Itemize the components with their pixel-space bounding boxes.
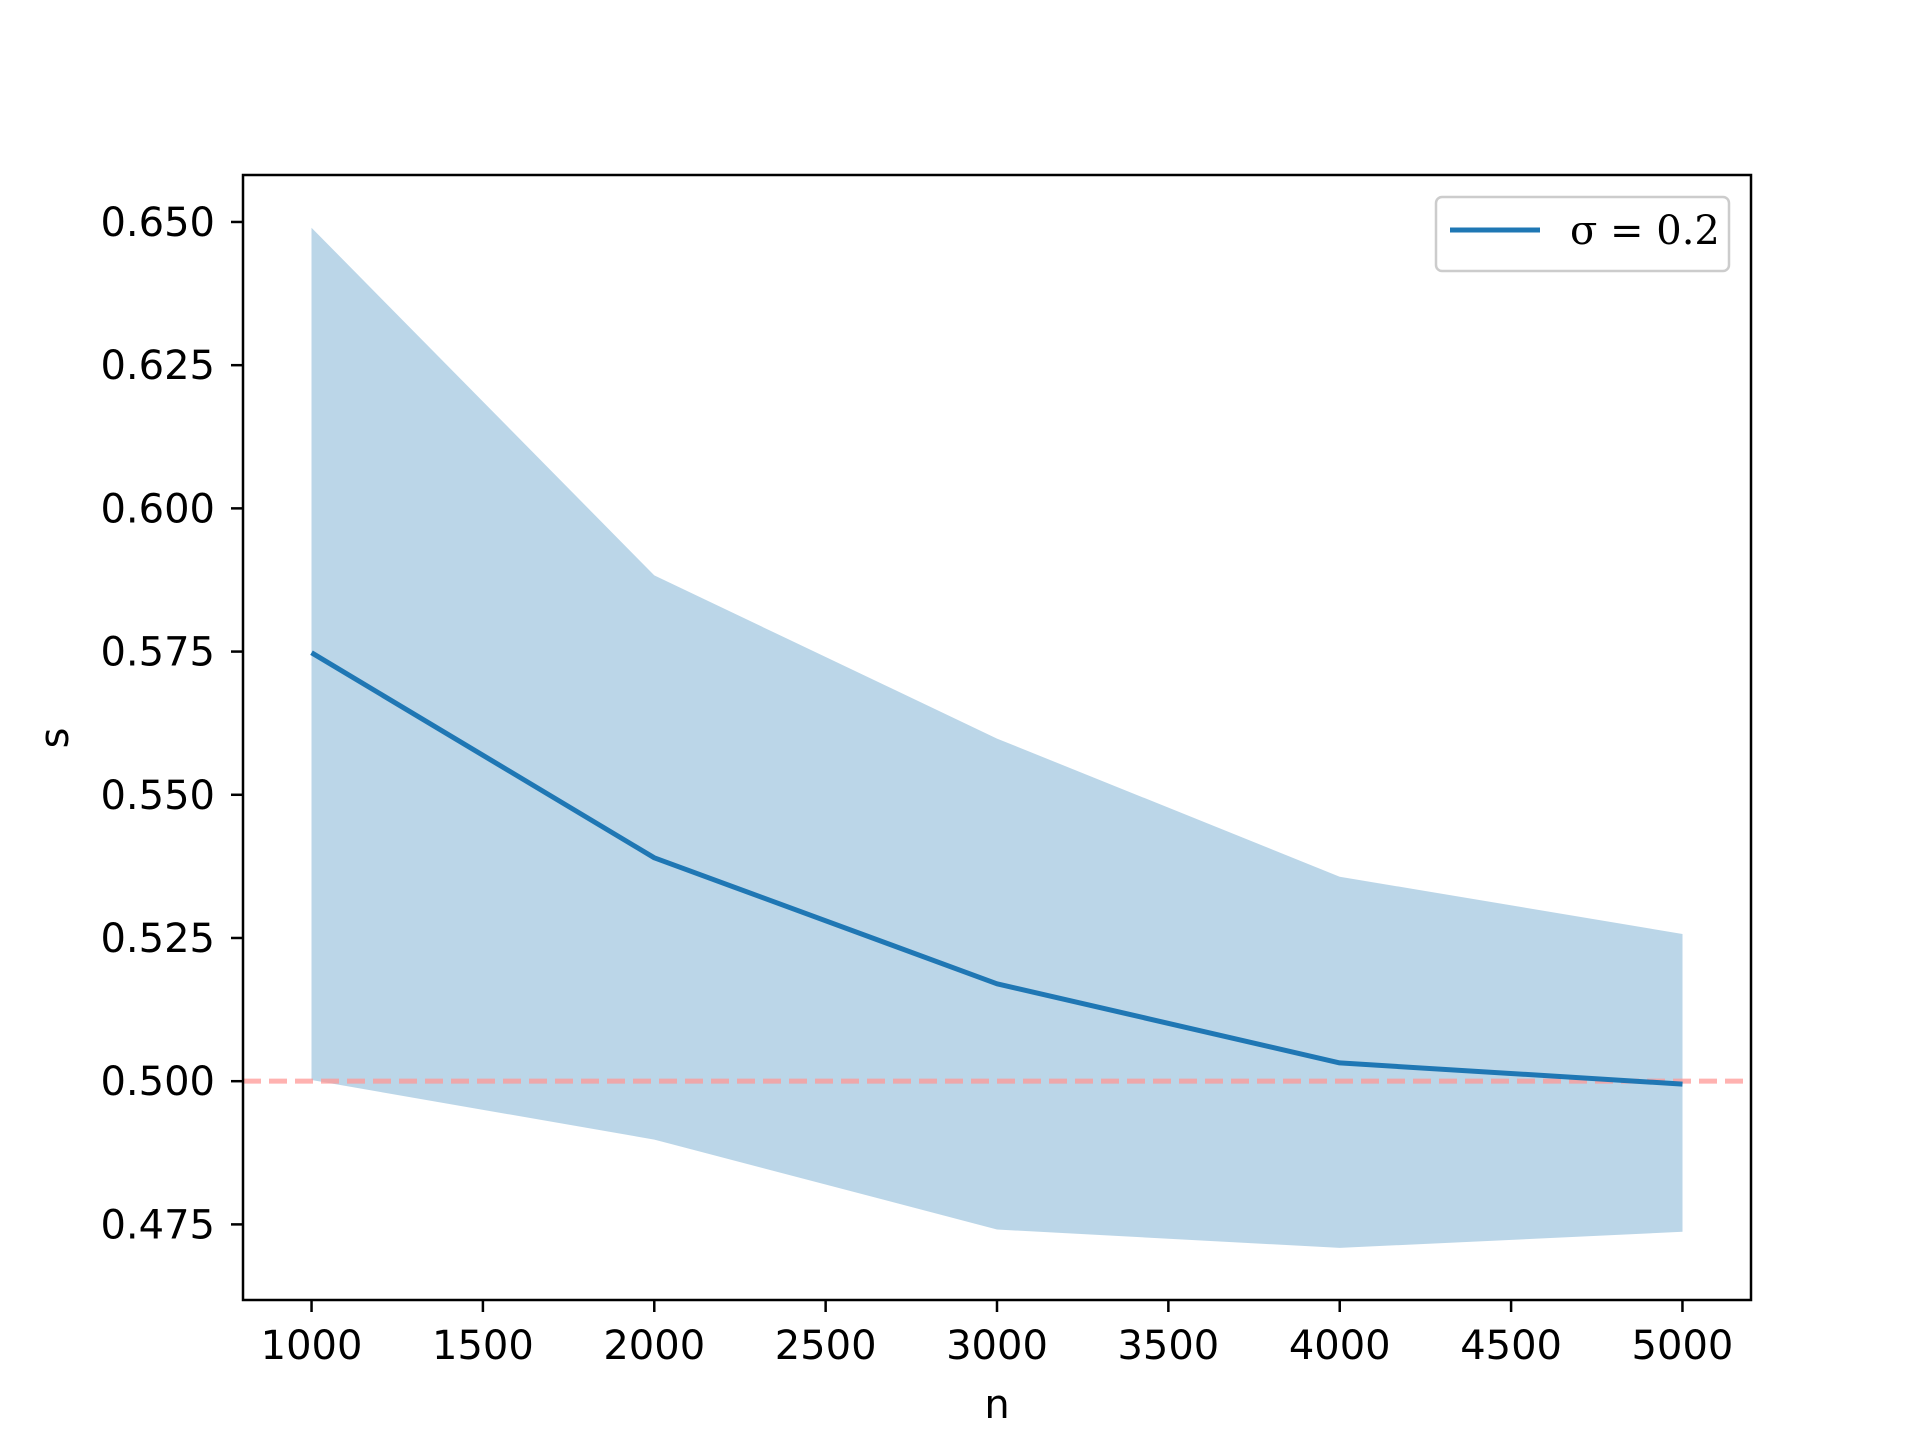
- legend-box: [1434, 195, 1731, 273]
- y-tick-label: 0.550: [100, 773, 215, 819]
- confidence-band-layer: [311, 227, 1683, 1248]
- legend-label: σ = 0.2: [1570, 208, 1720, 254]
- x-tick-label: 2500: [775, 1323, 877, 1369]
- x-tick-label: 1500: [432, 1323, 534, 1369]
- x-axis-label: n: [984, 1382, 1009, 1428]
- x-tick-label: 3000: [946, 1323, 1048, 1369]
- x-tick-label: 5000: [1632, 1323, 1734, 1369]
- y-ticks: 0.475 0.500 0.525 0.550 0.575 0.600 0.625 0.650: [100, 200, 243, 1248]
- y-tick-label: 0.600: [100, 486, 215, 532]
- y-tick-label: 0.625: [100, 343, 215, 389]
- y-tick-label: 0.575: [100, 630, 215, 676]
- y-tick-label: 0.475: [100, 1202, 215, 1248]
- y-tick-label: 0.525: [100, 916, 215, 962]
- y-tick-label: 0.650: [100, 200, 215, 246]
- x-tick-label: 1000: [261, 1323, 363, 1369]
- x-tick-label: 3500: [1117, 1323, 1219, 1369]
- series-line-layer: [310, 650, 1683, 1087]
- y-axis-label: s: [32, 728, 78, 749]
- legend: σ = 0.2: [1434, 195, 1731, 273]
- x-tick-label: 2000: [603, 1323, 705, 1369]
- y-tick-label: 0.500: [100, 1059, 215, 1105]
- x-tick-label: 4500: [1460, 1323, 1562, 1369]
- confidence-band: [311, 227, 1683, 1248]
- series-line: [310, 650, 1683, 1087]
- x-tick-label: 4000: [1289, 1323, 1391, 1369]
- x-ticks: 1000 1500 2000 2500 3000 3500 4000 4500 5000: [261, 1300, 1734, 1369]
